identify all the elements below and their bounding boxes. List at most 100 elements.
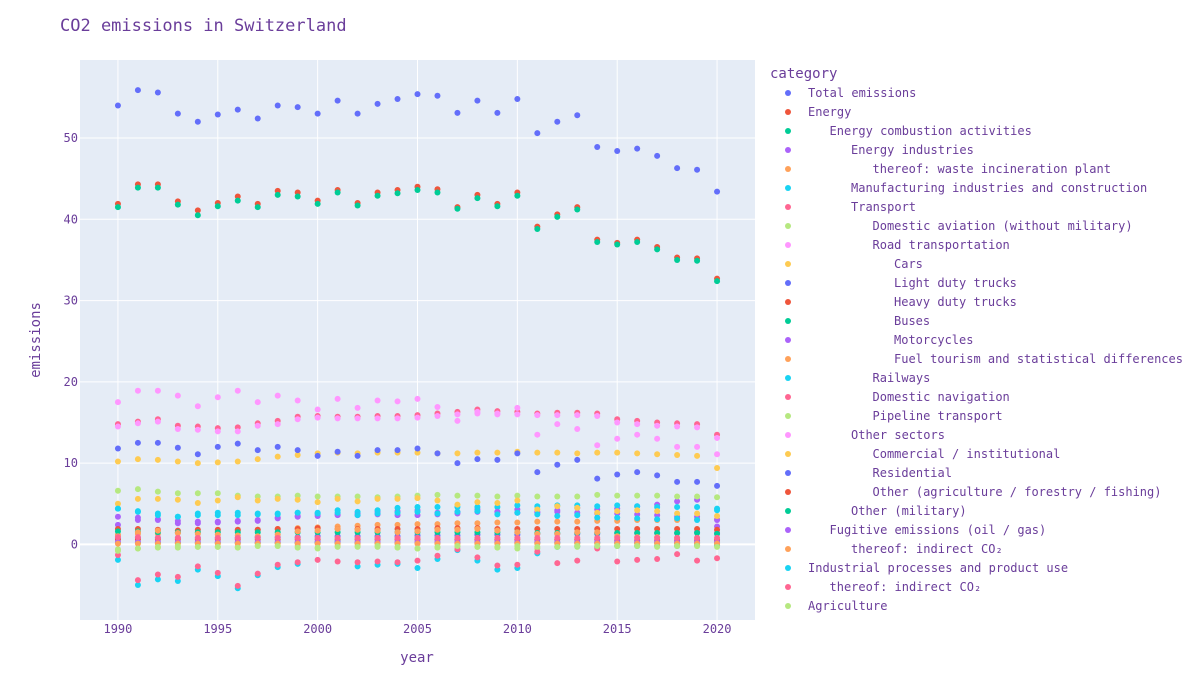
data-point[interactable]	[114, 513, 121, 520]
data-point[interactable]	[314, 406, 321, 413]
data-point[interactable]	[594, 514, 601, 521]
data-point[interactable]	[694, 557, 701, 564]
legend-item[interactable]: Residential	[785, 466, 952, 480]
legend-item[interactable]: Other (agriculture / forestry / fishing)	[785, 485, 1161, 499]
data-point[interactable]	[394, 504, 401, 511]
data-point[interactable]	[254, 497, 261, 504]
data-point[interactable]	[614, 419, 621, 426]
legend-item[interactable]: Pipeline transport	[785, 409, 1003, 423]
data-point[interactable]	[714, 434, 721, 441]
data-point[interactable]	[534, 431, 541, 438]
data-point[interactable]	[454, 450, 461, 457]
data-point[interactable]	[394, 447, 401, 454]
data-point[interactable]	[114, 204, 121, 211]
data-point[interactable]	[674, 256, 681, 263]
data-point[interactable]	[654, 508, 661, 515]
data-point[interactable]	[494, 456, 501, 463]
legend-item[interactable]: Railways	[785, 371, 930, 385]
data-point[interactable]	[174, 392, 181, 399]
data-point[interactable]	[634, 492, 641, 499]
data-point[interactable]	[334, 534, 341, 541]
data-point[interactable]	[434, 497, 441, 504]
data-point[interactable]	[534, 534, 541, 541]
data-point[interactable]	[454, 492, 461, 499]
data-point[interactable]	[374, 192, 381, 199]
data-point[interactable]	[474, 520, 481, 527]
data-point[interactable]	[314, 499, 321, 506]
data-point[interactable]	[294, 559, 301, 566]
data-point[interactable]	[214, 543, 221, 550]
data-point[interactable]	[674, 510, 681, 517]
data-point[interactable]	[194, 212, 201, 219]
legend-item[interactable]: Energy	[785, 105, 851, 119]
data-point[interactable]	[154, 184, 161, 191]
data-point[interactable]	[554, 503, 561, 510]
data-point[interactable]	[554, 493, 561, 500]
data-point[interactable]	[594, 529, 601, 536]
data-point[interactable]	[674, 498, 681, 505]
data-point[interactable]	[534, 449, 541, 456]
legend-item[interactable]: Other sectors	[785, 428, 945, 442]
data-point[interactable]	[514, 534, 521, 541]
data-point[interactable]	[234, 582, 241, 589]
data-point[interactable]	[234, 387, 241, 394]
data-point[interactable]	[354, 559, 361, 566]
data-point[interactable]	[254, 422, 261, 429]
data-point[interactable]	[254, 115, 261, 122]
data-point[interactable]	[514, 450, 521, 457]
data-point[interactable]	[694, 452, 701, 459]
data-point[interactable]	[154, 89, 161, 96]
data-point[interactable]	[534, 511, 541, 518]
data-point[interactable]	[374, 534, 381, 541]
data-point[interactable]	[494, 527, 501, 534]
data-point[interactable]	[194, 426, 201, 433]
data-point[interactable]	[554, 512, 561, 519]
data-point[interactable]	[134, 582, 141, 589]
data-point[interactable]	[254, 534, 261, 541]
data-point[interactable]	[674, 165, 681, 172]
data-point[interactable]	[134, 534, 141, 541]
data-point[interactable]	[534, 226, 541, 233]
data-point[interactable]	[494, 493, 501, 500]
data-point[interactable]	[174, 444, 181, 451]
data-point[interactable]	[574, 557, 581, 564]
data-point[interactable]	[434, 412, 441, 419]
data-point[interactable]	[634, 145, 641, 152]
data-point[interactable]	[354, 415, 361, 422]
data-point[interactable]	[454, 520, 461, 527]
data-point[interactable]	[494, 203, 501, 210]
data-point[interactable]	[554, 543, 561, 550]
data-point[interactable]	[474, 525, 481, 532]
data-point[interactable]	[354, 543, 361, 550]
data-point[interactable]	[294, 193, 301, 200]
data-point[interactable]	[274, 421, 281, 428]
data-point[interactable]	[694, 257, 701, 264]
data-point[interactable]	[254, 543, 261, 550]
data-point[interactable]	[554, 461, 561, 468]
data-point[interactable]	[294, 528, 301, 535]
legend-item[interactable]: Industrial processes and product use	[785, 561, 1068, 575]
data-point[interactable]	[494, 562, 501, 569]
data-point[interactable]	[414, 187, 421, 194]
data-point[interactable]	[634, 450, 641, 457]
data-point[interactable]	[454, 411, 461, 418]
data-point[interactable]	[254, 456, 261, 463]
data-point[interactable]	[474, 554, 481, 561]
data-point[interactable]	[334, 543, 341, 550]
data-point[interactable]	[654, 534, 661, 541]
data-point[interactable]	[554, 534, 561, 541]
data-point[interactable]	[134, 540, 141, 547]
data-point[interactable]	[434, 526, 441, 533]
data-point[interactable]	[254, 511, 261, 518]
data-point[interactable]	[134, 545, 141, 552]
legend-item[interactable]: Transport	[785, 200, 916, 214]
data-point[interactable]	[494, 511, 501, 518]
data-point[interactable]	[334, 509, 341, 516]
data-point[interactable]	[614, 492, 621, 499]
data-point[interactable]	[254, 204, 261, 211]
data-point[interactable]	[514, 529, 521, 536]
data-point[interactable]	[194, 534, 201, 541]
data-point[interactable]	[614, 502, 621, 509]
data-point[interactable]	[534, 469, 541, 476]
data-point[interactable]	[614, 558, 621, 565]
